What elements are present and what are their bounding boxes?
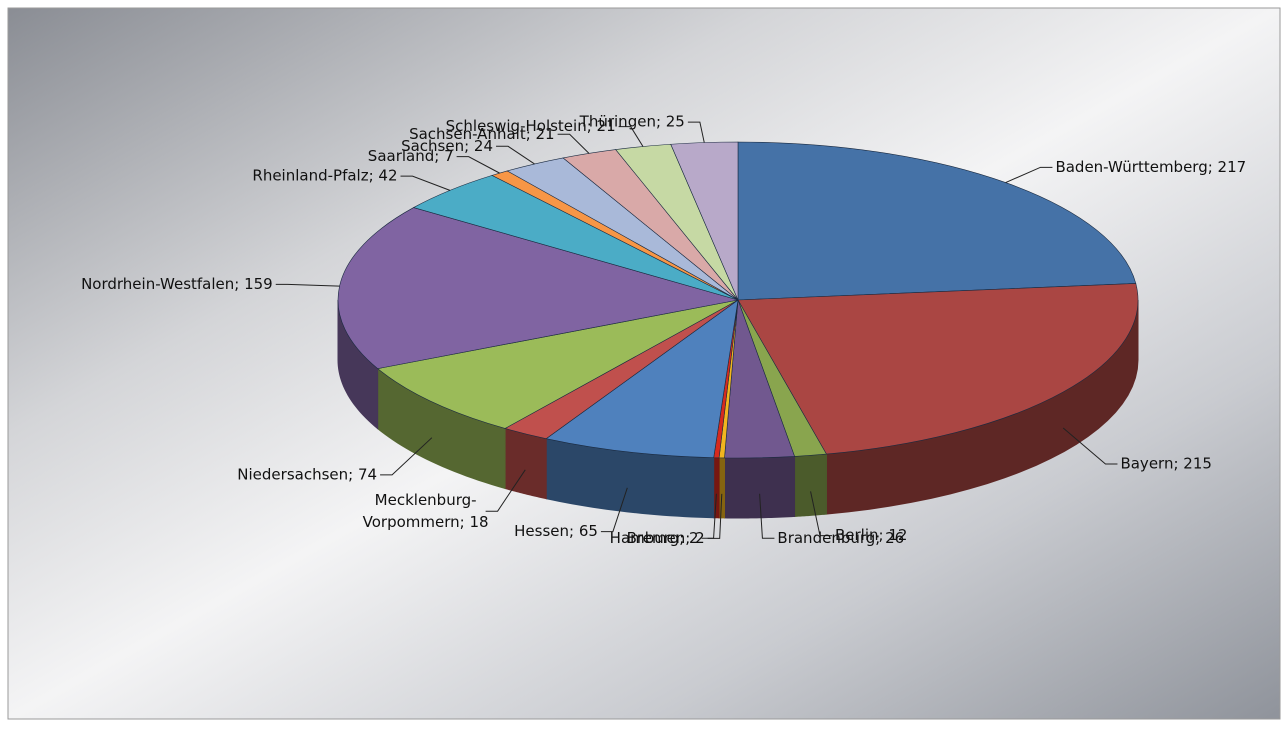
data-label: Baden-Württemberg; 217 [1055,158,1246,176]
slice [377,299,739,429]
data-label: Niedersachsen; 74 [237,465,377,483]
leader-line [1005,166,1053,184]
data-label: Thüringen; 25 [579,113,685,131]
data-label: Bremen; 2 [627,529,705,547]
slice-side [713,457,720,519]
data-label: Nordrhein-Westfalen; 159 [81,275,273,293]
leader-line [400,175,451,191]
slice [737,283,1139,455]
leader-line [557,133,590,154]
data-label: Brandenburg; 26 [777,529,904,547]
slice-side [723,455,796,519]
leader-line [380,437,433,476]
slice-side [504,427,547,500]
slice-side [718,457,725,519]
leader-line [810,491,832,537]
data-label: Saarland; 7 [368,147,454,165]
slice [545,299,739,459]
data-label: Berlin; 12 [835,526,907,544]
data-label: Hamburg; 2 [610,529,699,547]
slice-side [794,453,827,517]
leader-line [600,487,628,533]
leader-line [701,493,717,539]
leader-line [687,121,705,143]
leader-line [618,126,644,147]
data-label: Rheinland-Pfalz; 42 [252,167,397,185]
leader-line [759,493,775,539]
data-label: Hessen; 65 [514,522,598,540]
data-label: Sachsen-Anhalt; 21 [409,125,555,143]
leader-line [496,145,535,165]
leader-line [485,469,526,512]
leader-line [1062,427,1118,465]
data-label: Schleswig-Holstein; 21 [446,117,616,135]
data-label: Bayern; 215 [1120,454,1211,472]
data-label: Sachsen; 24 [401,137,493,155]
data-label: Mecklenburg-Vorpommern; 18 [363,491,489,531]
leader-line [456,156,500,174]
slice [670,141,739,301]
leader-line [275,283,340,287]
